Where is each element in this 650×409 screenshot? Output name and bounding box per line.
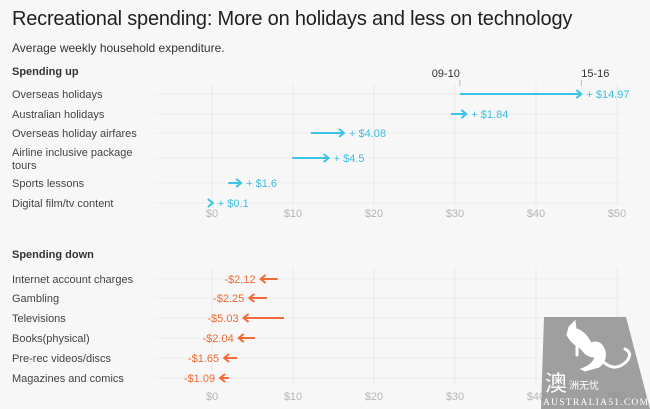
change-value-label: -$1.65 <box>188 353 219 365</box>
category-label: Books(physical) <box>12 333 90 345</box>
category-label: Internet account charges <box>12 274 134 286</box>
arrow-head <box>235 178 243 188</box>
category-label: Airline inclusive package <box>12 147 132 159</box>
change-value-label: -$5.03 <box>207 313 238 325</box>
category-label: Digital film/tv content <box>12 198 113 210</box>
change-value-label: + $0.1 <box>218 198 249 210</box>
x-tick-label: $0 <box>206 391 218 403</box>
category-label: Overseas holidays <box>12 89 103 101</box>
arrow-head <box>241 313 250 323</box>
x-tick-label: $40 <box>527 391 545 403</box>
x-tick-label: $50 <box>608 208 626 220</box>
arrow-head <box>207 198 215 208</box>
chart-title: Recreational spending: More on holidays … <box>12 8 573 30</box>
category-label: Sports lessons <box>12 178 85 190</box>
category-label: Pre-rec videos/discs <box>12 353 112 365</box>
x-tick-label: $30 <box>446 391 464 403</box>
arrow-head <box>222 353 230 363</box>
arrow-head <box>575 89 583 99</box>
arrow-head <box>338 128 346 138</box>
section-heading: Spending down <box>12 249 94 261</box>
x-tick-label: $40 <box>527 208 545 220</box>
category-label: Televisions <box>12 313 66 325</box>
arrow-head <box>323 153 331 163</box>
x-tick-label: $20 <box>365 208 383 220</box>
x-tick-label: $0 <box>206 208 218 220</box>
watermark-small-chars: 洲无忧 <box>569 379 599 392</box>
section-heading: Spending up <box>12 66 79 78</box>
change-value-label: + $14.97 <box>586 89 629 101</box>
category-label: Australian holidays <box>12 109 105 121</box>
arrow-head <box>247 293 255 303</box>
kangaroo-icon <box>566 319 632 372</box>
watermark-big-char: 澳 <box>545 372 567 397</box>
x-tick-label: $30 <box>446 208 464 220</box>
change-value-label: + $4.08 <box>349 128 386 140</box>
change-value-label: + $1.84 <box>471 109 508 121</box>
watermark-site: AUSTRALIA51.COM <box>543 398 649 408</box>
x-tick-label: $10 <box>284 391 302 403</box>
change-value-label: -$2.12 <box>224 274 255 286</box>
arrow-head <box>258 274 267 284</box>
change-value-label: -$2.25 <box>213 293 244 305</box>
category-label: Magazines and comics <box>12 373 124 385</box>
arrow-head <box>460 109 468 119</box>
chart-subtitle: Average weekly household expenditure. <box>12 41 225 55</box>
arrow-head <box>237 333 245 343</box>
change-value-label: + $1.6 <box>246 178 277 190</box>
x-tick-label: $10 <box>284 208 302 220</box>
category-label: Gambling <box>12 293 59 305</box>
x-tick-label: $20 <box>365 391 383 403</box>
arrow-head <box>218 373 226 383</box>
category-label: Overseas holiday airfares <box>12 128 137 140</box>
change-value-label: + $4.5 <box>334 153 365 165</box>
watermark: 澳 洲无忧 AUSTRALIA51.COM <box>541 317 650 409</box>
change-value-label: -$1.09 <box>184 373 215 385</box>
category-label: tours <box>12 160 37 172</box>
legend-year-to: 15-16 <box>581 68 609 80</box>
change-value-label: -$2.04 <box>203 333 234 345</box>
legend-year-from: 09-10 <box>432 68 460 80</box>
